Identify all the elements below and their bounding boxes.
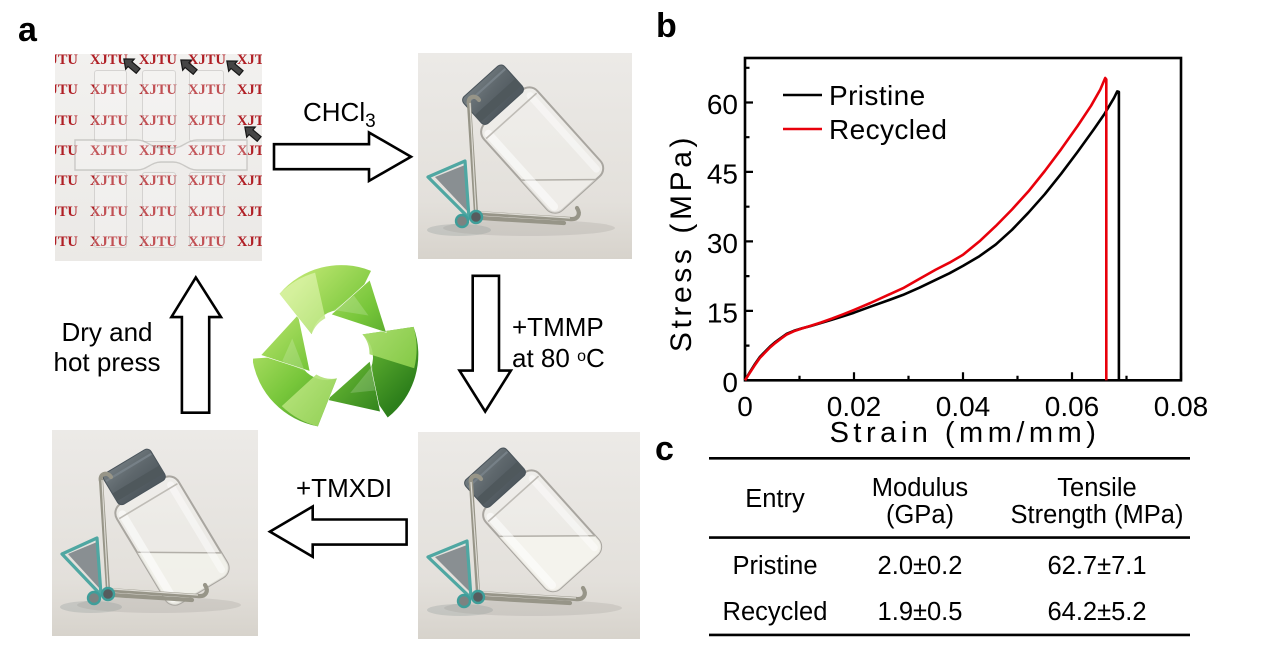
svg-text:(GPa): (GPa)	[886, 501, 954, 529]
svg-text:30: 30	[707, 228, 738, 259]
svg-text:0: 0	[722, 367, 738, 398]
svg-text:60: 60	[707, 89, 738, 120]
svg-text:Entry: Entry	[745, 485, 805, 513]
svg-text:Modulus: Modulus	[872, 474, 968, 502]
svg-text:0.02: 0.02	[827, 391, 882, 422]
svg-text:Recycled: Recycled	[723, 598, 828, 626]
svg-text:0: 0	[737, 391, 753, 422]
svg-text:2.0±0.2: 2.0±0.2	[878, 552, 963, 580]
svg-text:Tensile: Tensile	[1057, 474, 1136, 502]
svg-text:Recycled: Recycled	[829, 114, 947, 145]
svg-text:Pristine: Pristine	[732, 552, 817, 580]
svg-text:15: 15	[707, 297, 738, 328]
svg-text:Strength (MPa): Strength (MPa)	[1011, 501, 1184, 529]
svg-text:64.2±5.2: 64.2±5.2	[1047, 598, 1146, 626]
svg-text:1.9±0.5: 1.9±0.5	[878, 598, 963, 626]
svg-text:45: 45	[707, 158, 738, 189]
svg-text:Stress (MPa): Stress (MPa)	[665, 134, 698, 352]
svg-text:Pristine: Pristine	[829, 80, 926, 111]
svg-text:0.06: 0.06	[1045, 391, 1100, 422]
svg-text:Strain (mm/mm): Strain (mm/mm)	[830, 417, 1101, 449]
svg-text:62.7±7.1: 62.7±7.1	[1047, 552, 1146, 580]
svg-text:0.04: 0.04	[936, 391, 991, 422]
svg-text:0.08: 0.08	[1154, 391, 1209, 422]
